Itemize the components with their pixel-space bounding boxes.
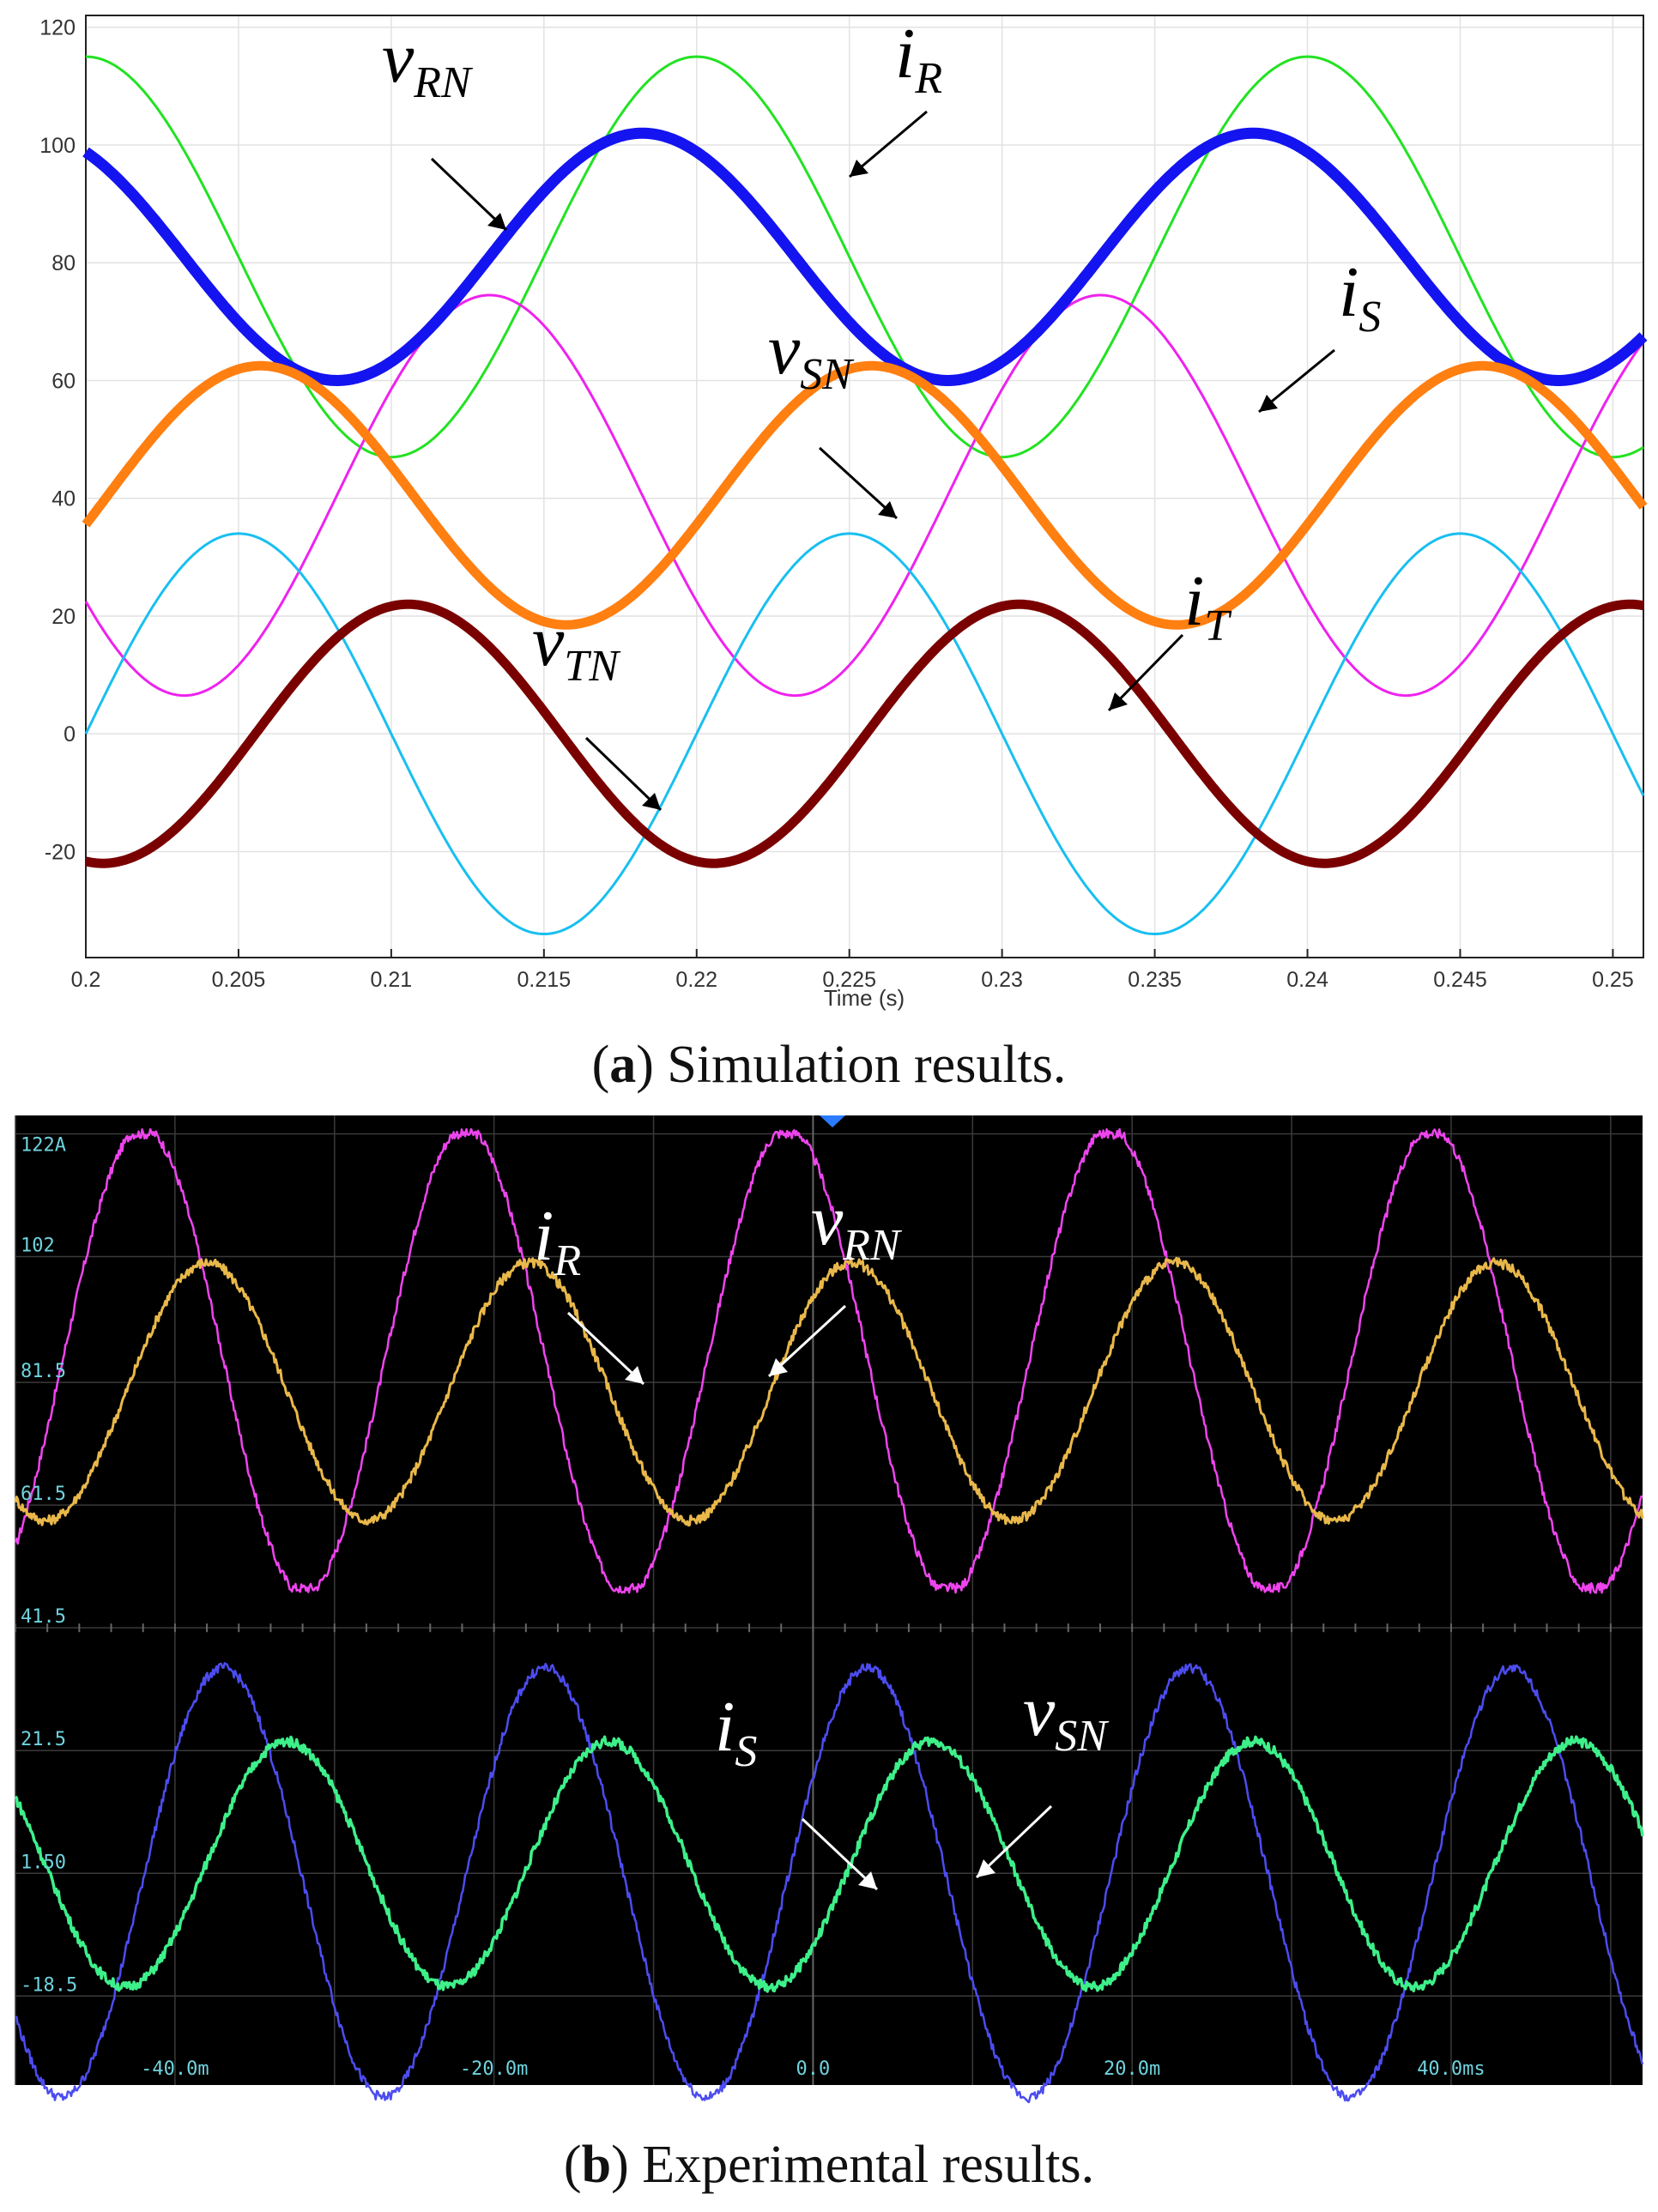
osc-y-tick: 81.5	[21, 1361, 66, 1382]
label-osc-i-s: iS	[715, 1687, 757, 1776]
arrowhead-v-tn	[642, 793, 661, 810]
osc-y-tick: 1.50	[21, 1852, 66, 1873]
sim-gridlines	[85, 15, 1643, 958]
sim-series-v-tn	[84, 532, 1645, 935]
sim-y-tick: -20	[45, 840, 76, 864]
sim-y-tick: 100	[39, 134, 76, 158]
label-i-r: iR	[895, 14, 942, 103]
arrowhead-osc-i-s	[858, 1871, 877, 1889]
sim-x-tick: 0.23	[981, 968, 1023, 992]
trigger-marker-icon	[820, 1115, 845, 1127]
osc-series-i-s	[15, 1662, 1644, 2104]
osc-x-tick: -20.0m	[460, 2058, 528, 2080]
arrowhead-osc-v-sn	[977, 1859, 995, 1877]
arrow-osc-i-s	[801, 1817, 879, 1891]
arrow-i-r	[849, 110, 928, 178]
label-osc-v-rn: vRN	[811, 1181, 903, 1270]
arrow-osc-i-r	[566, 1311, 645, 1386]
sim-x-tick: 0.21	[371, 968, 413, 992]
label-osc-v-sn: vSN	[1023, 1671, 1110, 1761]
sim-x-tick: 0.2	[71, 968, 101, 992]
osc-x-tick: 20.0m	[1104, 2058, 1160, 2080]
arrowhead-v-rn	[487, 213, 506, 230]
sim-x-tick: 0.205	[212, 968, 266, 992]
arrowhead-i-s	[1259, 395, 1278, 412]
sim-series-v-rn	[85, 55, 1644, 459]
arrow-i-t	[1107, 633, 1184, 712]
osc-y-tick-labels: 122A 102 81.5 61.5 41.5 21.5 1.50 -18.5	[21, 1134, 77, 1996]
label-i-t: iT	[1184, 561, 1231, 650]
arrowhead-i-r	[850, 160, 868, 177]
sim-x-tick: 0.25	[1592, 968, 1634, 992]
caption-simulation-text: Simulation results.	[653, 1036, 1067, 1094]
osc-x-tick: 0.0	[796, 2058, 831, 2080]
arrow-v-rn	[430, 157, 508, 232]
sim-plot-frame	[85, 15, 1644, 958]
osc-x-tick: -40.0m	[141, 2058, 209, 2080]
osc-screen	[15, 1115, 1643, 2085]
label-v-tn: vTN	[532, 601, 621, 691]
sim-series-v-sn	[84, 293, 1645, 698]
sim-x-tick: 0.235	[1128, 968, 1182, 992]
osc-x-tick: 40.0ms	[1417, 2058, 1485, 2080]
simulation-chart: 120 100 80 60 40 20 0 -20 0.2 0.205 0.21 0.215 0.22…	[39, 14, 1648, 1011]
arrowhead-osc-v-rn	[769, 1358, 788, 1376]
arrowhead-v-sn	[878, 501, 897, 518]
sim-series-group	[82, 55, 1648, 935]
sim-y-tick: 40	[51, 487, 76, 511]
sim-x-axis-label: Time (s)	[824, 985, 905, 1011]
caption-experimental: (b) Experimental results.	[563, 2136, 1095, 2194]
osc-annotations: iR vRN iS vSN	[534, 1181, 1110, 1891]
sim-y-tick: 0	[64, 722, 76, 746]
sim-x-tick-labels: 0.2 0.205 0.21 0.215 0.22 0.225 0.23 0.235 0.24 0…	[71, 968, 1634, 992]
sim-series-i-s	[82, 360, 1648, 630]
osc-series-v-rn	[14, 1256, 1644, 1527]
arrow-osc-v-sn	[975, 1804, 1053, 1879]
sim-x-tick: 0.22	[675, 968, 717, 992]
sim-y-tick: 120	[39, 16, 76, 40]
osc-series-i-r	[14, 1127, 1643, 1594]
sim-x-tick: 0.245	[1433, 968, 1487, 992]
arrow-osc-v-rn	[767, 1304, 847, 1378]
arrowhead-osc-i-r	[625, 1366, 644, 1384]
sim-y-tick: 80	[51, 251, 76, 275]
arrow-v-tn	[584, 736, 663, 812]
osc-y-tick: -18.5	[21, 1974, 77, 1996]
arrowhead-i-t	[1109, 692, 1128, 710]
sim-x-tick: 0.24	[1286, 968, 1328, 992]
osc-x-tick-labels: -40.0m -20.0m 0.0 20.0m 40.0ms	[141, 2058, 1486, 2080]
label-i-s: iS	[1339, 252, 1381, 341]
sim-series-i-t	[82, 599, 1647, 868]
osc-y-tick: 21.5	[21, 1729, 66, 1750]
sim-y-tick: 20	[51, 605, 76, 629]
sim-y-tick-labels: 120 100 80 60 40 20 0 -20	[39, 16, 76, 865]
osc-series-v-sn	[14, 1735, 1644, 1993]
caption-simulation-letter: a	[609, 1036, 637, 1094]
arrow-v-sn	[818, 446, 899, 520]
sim-series-i-r	[82, 127, 1648, 386]
sim-x-tick: 0.215	[517, 968, 572, 992]
label-v-sn: vSN	[768, 310, 855, 399]
osc-y-tick: 61.5	[21, 1484, 66, 1505]
osc-gridlines	[15, 1115, 1643, 2085]
osc-y-tick: 102	[21, 1235, 55, 1256]
label-osc-i-r: iR	[534, 1196, 581, 1285]
osc-series-group	[14, 1127, 1644, 2104]
caption-simulation: (a) Simulation results.	[591, 1036, 1067, 1094]
osc-y-tick: 122A	[21, 1134, 66, 1156]
caption-experimental-text: Experimental results.	[628, 2136, 1095, 2194]
caption-experimental-letter: b	[581, 2136, 612, 2194]
sim-annotations: vRN iR vSN iS vTN iT	[382, 14, 1381, 812]
sim-x-tick: 0.225	[822, 968, 876, 992]
label-v-rn: vRN	[382, 18, 474, 107]
osc-y-tick: 41.5	[21, 1606, 66, 1628]
sim-y-tick: 60	[51, 369, 76, 393]
